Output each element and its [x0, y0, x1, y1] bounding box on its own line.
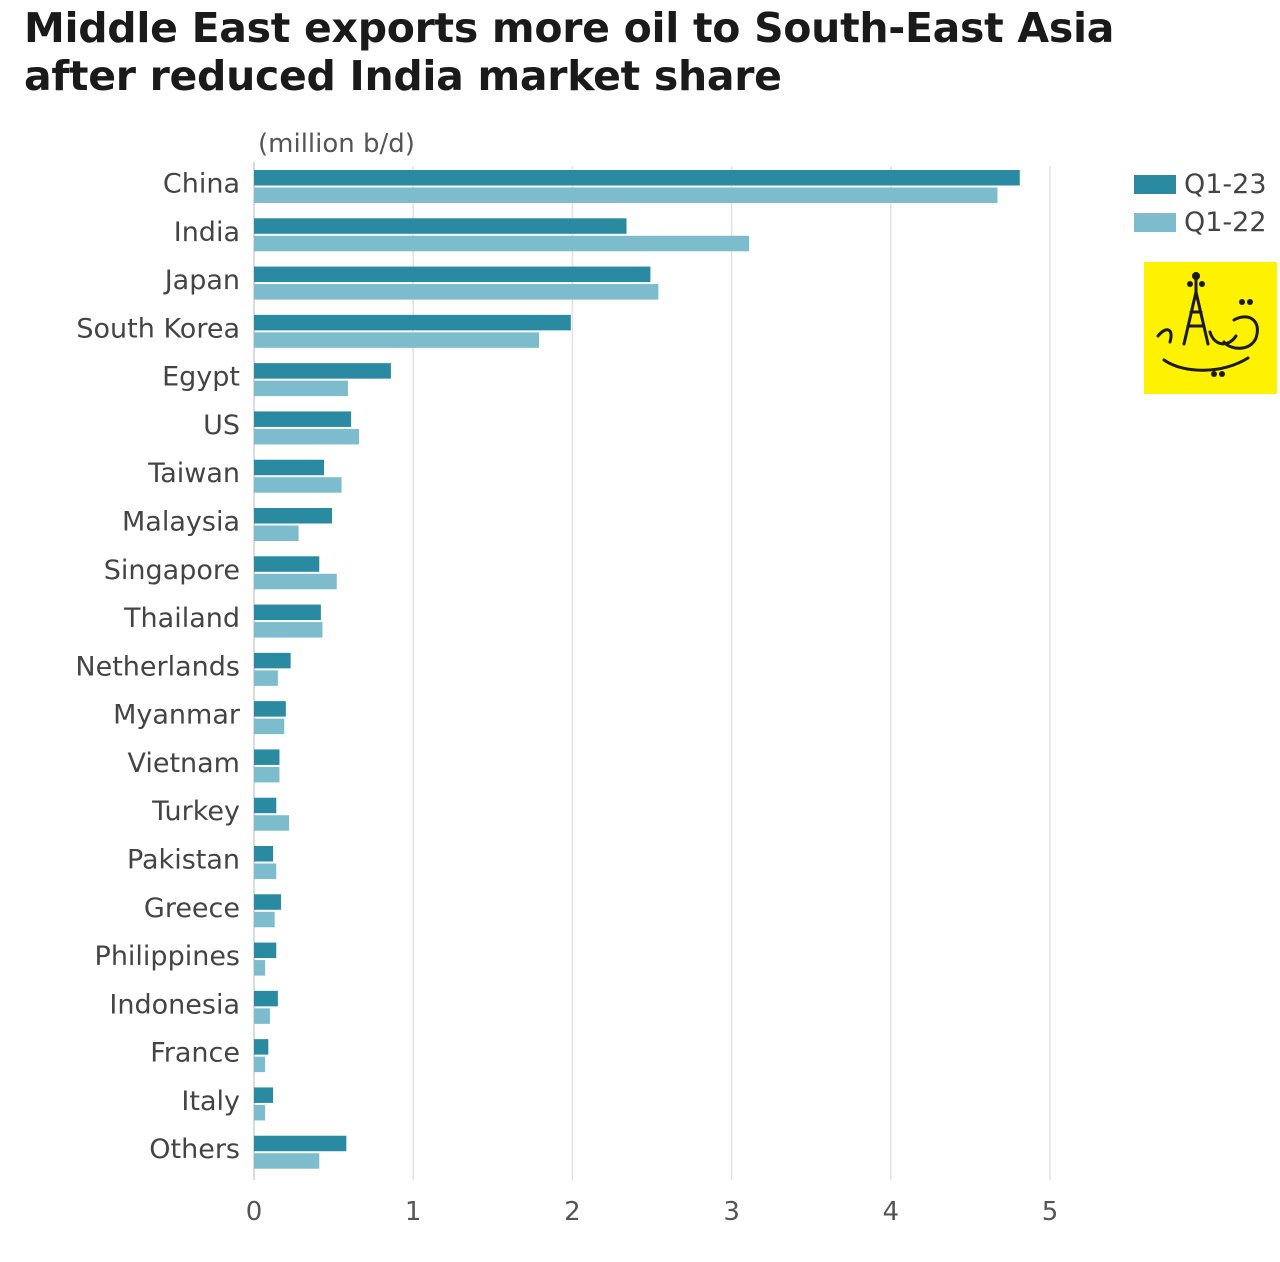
bar-south-korea-q1-22 [254, 332, 539, 348]
x-tick-labels: 0 1 2 3 4 5 [246, 1197, 1059, 1227]
bar-pakistan-q1-22 [254, 863, 277, 879]
bar-us-q1-23 [254, 411, 352, 427]
bar-thailand-q1-22 [254, 622, 323, 638]
bar-india-q1-22 [254, 235, 750, 252]
unit-label: (million b/d) [258, 129, 415, 159]
category-label-china: China [163, 169, 240, 200]
bar-egypt-q1-23 [254, 363, 391, 379]
bar-taiwan-q1-22 [254, 477, 342, 493]
category-label-taiwan: Taiwan [147, 458, 240, 489]
category-label-malaysia: Malaysia [122, 507, 240, 538]
bar-us-q1-22 [254, 428, 360, 445]
x-tick-label: 3 [723, 1197, 740, 1227]
bar-south-korea-q1-23 [254, 314, 571, 331]
category-label-myanmar: Myanmar [113, 700, 241, 731]
legend: Q1-23 Q1-22 [1134, 165, 1267, 241]
category-label-egypt: Egypt [162, 362, 240, 393]
bar-netherlands-q1-23 [254, 652, 291, 669]
category-label-india: India [174, 217, 240, 248]
bar-indonesia-q1-23 [254, 990, 278, 1007]
bar-taiwan-q1-23 [254, 459, 325, 476]
bar-myanmar-q1-23 [254, 701, 286, 717]
bar-thailand-q1-23 [254, 604, 321, 621]
x-tick-label: 5 [1042, 1197, 1059, 1227]
category-label-others: Others [149, 1134, 240, 1165]
category-label-italy: Italy [181, 1086, 240, 1117]
bar-singapore-q1-22 [254, 573, 337, 590]
category-label-philippines: Philippines [95, 941, 240, 972]
bar-greece-q1-23 [254, 894, 282, 910]
category-label-singapore: Singapore [104, 555, 240, 586]
legend-swatch-q1-22 [1134, 212, 1176, 232]
category-label-greece: Greece [144, 893, 240, 924]
bar-netherlands-q1-22 [254, 670, 278, 686]
category-label-indonesia: Indonesia [109, 989, 240, 1020]
category-labels: China India Japan South Korea Egypt US Taiwan M… [75, 169, 240, 1166]
bar-china-q1-22 [254, 187, 998, 203]
akhbar-naft-logo [1144, 262, 1277, 394]
bar-japan-q1-22 [254, 284, 659, 300]
bar-egypt-q1-22 [254, 380, 348, 397]
bar-others-q1-23 [254, 1135, 347, 1152]
x-tick-label: 0 [246, 1197, 263, 1227]
category-label-south-korea: South Korea [76, 313, 240, 344]
category-label-netherlands: Netherlands [75, 651, 240, 682]
bar-japan-q1-23 [254, 266, 651, 283]
bar-philippines-q1-22 [254, 960, 266, 976]
bar-philippines-q1-23 [254, 942, 277, 959]
legend-label-q1-22: Q1-22 [1184, 206, 1267, 238]
bar-france-q1-23 [254, 1039, 269, 1055]
category-label-france: France [150, 1038, 240, 1069]
x-tick-label: 4 [883, 1197, 900, 1227]
bar-turkey-q1-23 [254, 797, 277, 814]
x-tick-label: 2 [564, 1197, 581, 1227]
category-label-japan: Japan [163, 265, 240, 296]
bar-singapore-q1-23 [254, 556, 320, 572]
category-label-thailand: Thailand [123, 603, 240, 634]
bar-others-q1-22 [254, 1153, 320, 1169]
oil-derrick-icon [1156, 272, 1259, 377]
bar-italy-q1-22 [254, 1104, 266, 1121]
bar-malaysia-q1-23 [254, 508, 333, 524]
category-label-turkey: Turkey [151, 796, 240, 827]
bar-turkey-q1-22 [254, 815, 290, 831]
bar-vietnam-q1-23 [254, 749, 280, 765]
bar-indonesia-q1-22 [254, 1008, 270, 1024]
grid-lines [253, 162, 1051, 1180]
category-label-pakistan: Pakistan [127, 845, 240, 876]
bar-malaysia-q1-22 [254, 525, 299, 541]
x-tick-label: 1 [405, 1197, 422, 1227]
legend-item-q1-22: Q1-22 [1134, 203, 1267, 241]
bar-china-q1-23 [254, 170, 1020, 186]
bar-italy-q1-23 [254, 1087, 274, 1103]
category-label-vietnam: Vietnam [127, 748, 240, 779]
legend-label-q1-23: Q1-23 [1184, 168, 1267, 200]
bar-myanmar-q1-22 [254, 718, 285, 735]
bar-pakistan-q1-23 [254, 846, 274, 862]
bar-greece-q1-22 [254, 911, 275, 928]
legend-swatch-q1-23 [1134, 174, 1176, 194]
bars [254, 170, 1020, 1169]
category-label-us: US [203, 410, 240, 441]
bar-india-q1-23 [254, 218, 627, 234]
chart-title: Middle East exports more oil to South-Ea… [24, 4, 1115, 100]
legend-item-q1-23: Q1-23 [1134, 165, 1267, 203]
bar-france-q1-22 [254, 1056, 266, 1073]
bar-vietnam-q1-22 [254, 766, 280, 783]
